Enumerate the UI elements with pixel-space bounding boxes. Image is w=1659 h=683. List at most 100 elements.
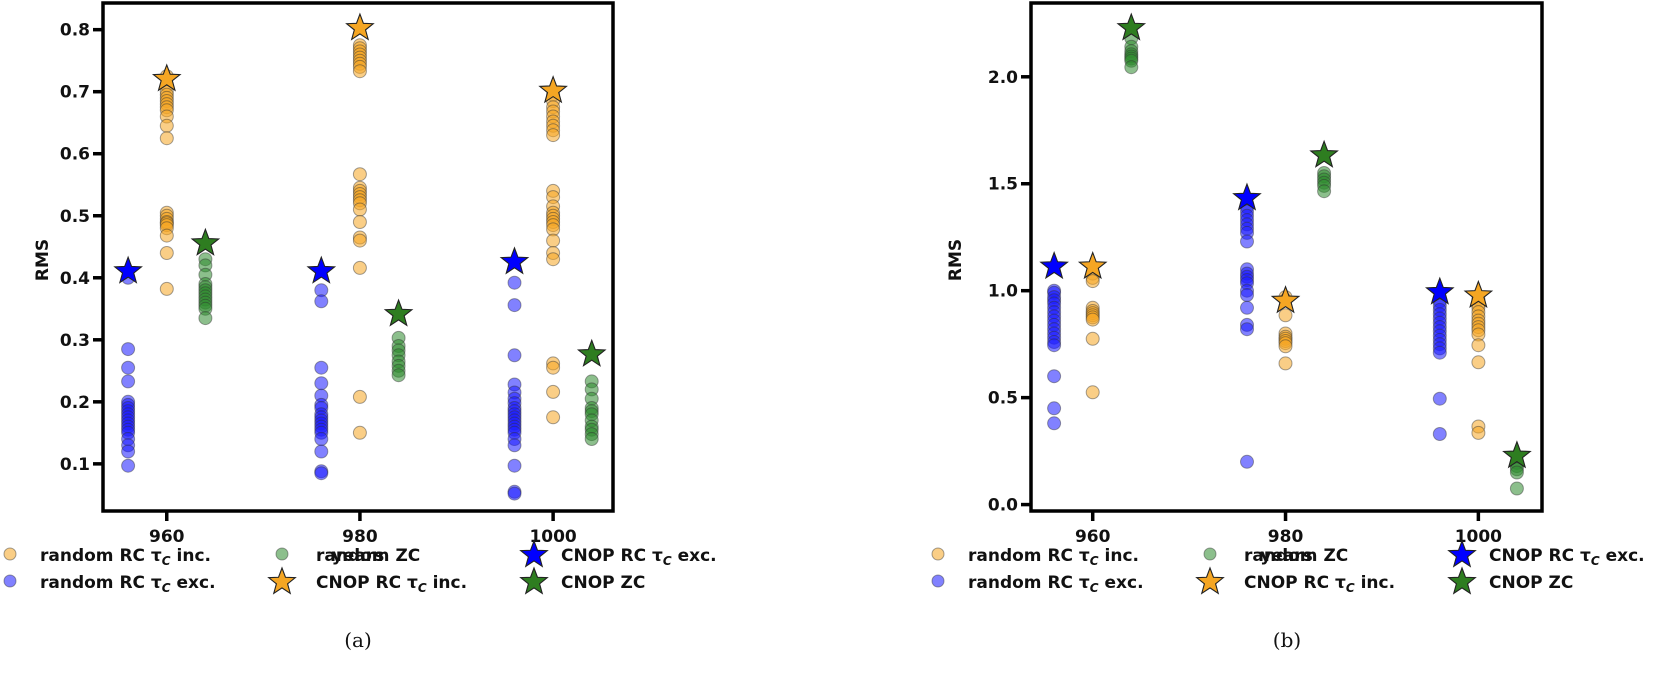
data-point [1432,391,1447,406]
star-point [538,75,568,104]
series-cnop-zc [190,227,607,367]
y-tick-label: 0.5 [988,389,1018,409]
legend-item: CNOP RC τC exc. [519,539,717,568]
data-point [1509,481,1524,496]
data-point [121,458,136,473]
star-point [1116,12,1147,41]
data-point [352,167,367,182]
data-point [507,275,522,290]
data-point [352,260,367,275]
data-point [1085,274,1100,289]
star-point [1039,250,1069,280]
data-point [1085,331,1100,346]
series-random-rc-c-inc- [159,38,561,440]
series-cnop-zc [1116,12,1532,469]
legend-label: random RC τC exc. [40,573,216,595]
data-point [1047,369,1062,384]
star-point [1424,276,1455,305]
star-point [113,255,143,284]
plot-frame [1029,1,1544,513]
data-point [121,374,136,389]
figure-caption: (b) [1273,628,1301,652]
legend-marker-star [267,566,297,595]
data-point [159,228,174,243]
plot-frame [101,1,615,513]
legend-label: CNOP ZC [561,573,645,593]
legend-marker-circle [931,574,945,588]
series-cnop-rc-c-inc- [1077,250,1494,314]
legend-marker-star [1447,539,1477,568]
data-point [159,118,174,133]
star-point [1463,279,1494,308]
y-axis-label: RMS [33,239,53,281]
data-point [314,360,329,375]
legend-item: CNOP ZC [1447,566,1573,595]
data-point [1278,339,1293,354]
data-point [1047,338,1062,353]
y-tick-label: 0.3 [60,331,90,351]
star-point [306,255,337,284]
legend-item: random RC τC exc. [3,573,216,595]
y-axis-label: RMS [946,239,966,281]
data-point [546,252,561,267]
x-axis-label: years [332,546,385,566]
data-point [1047,401,1062,416]
y-tick-label: 0.0 [988,496,1018,516]
y-tick-label: 0.6 [60,145,90,165]
data-point [1240,234,1254,249]
legend-label: CNOP RC τC exc. [1489,546,1645,568]
series-random-zc [198,252,599,446]
data-point [1240,322,1254,337]
data-point [546,384,561,399]
data-point [546,128,561,143]
data-point [1471,355,1486,370]
data-point [507,438,522,453]
data-point [507,298,522,313]
data-point [314,294,329,309]
legend-label: random RC τC exc. [968,573,1144,595]
star-point [345,12,375,41]
data-point [1432,345,1447,360]
legend-label: random RC τC inc. [40,546,211,568]
data-point [121,444,136,459]
legend-item: random RC τC inc. [931,546,1139,568]
data-point [1317,184,1332,199]
data-point [314,432,329,446]
legend-marker-circle [3,574,17,588]
data-point [1471,338,1486,353]
legend-item: random ZC [275,546,420,566]
star-point [1232,182,1262,211]
series-cnop-rc-c-exc- [113,246,530,284]
legend-marker-star [519,566,549,595]
data-point [352,233,367,248]
legend-label: CNOP RC τC inc. [316,573,467,595]
legend-item: CNOP ZC [519,566,645,595]
y-tick-label: 0.1 [60,455,90,475]
star-point [576,338,607,367]
data-point [314,444,329,459]
legend-label: CNOP ZC [1489,573,1573,593]
legend-item: random RC τC exc. [931,573,1144,595]
star-point [1270,285,1301,314]
series-random-rc-c-exc- [121,270,522,501]
y-tick-label: 0.5 [60,207,90,227]
legend-label: CNOP RC τC inc. [1244,573,1395,595]
data-point [546,233,561,248]
star-point [1077,250,1108,280]
star-point [1309,139,1339,168]
series-random-rc-c-exc- [1047,200,1447,469]
legend-item: random ZC [1203,546,1348,566]
legend-item: CNOP RC τC exc. [1447,539,1645,568]
data-point [507,348,522,363]
data-point [198,311,213,326]
y-tick-label: 1.5 [988,175,1018,195]
y-tick-label: 0.7 [60,83,90,103]
x-axis-label: years [1260,546,1313,566]
data-point [159,131,174,146]
data-point [314,376,329,391]
data-point [584,432,599,446]
series-random-zc [1124,31,1524,496]
legend-label: random ZC [316,546,420,566]
data-point [1085,385,1100,400]
